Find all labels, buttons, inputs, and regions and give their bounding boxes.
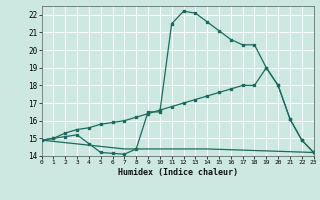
X-axis label: Humidex (Indice chaleur): Humidex (Indice chaleur): [118, 168, 237, 177]
